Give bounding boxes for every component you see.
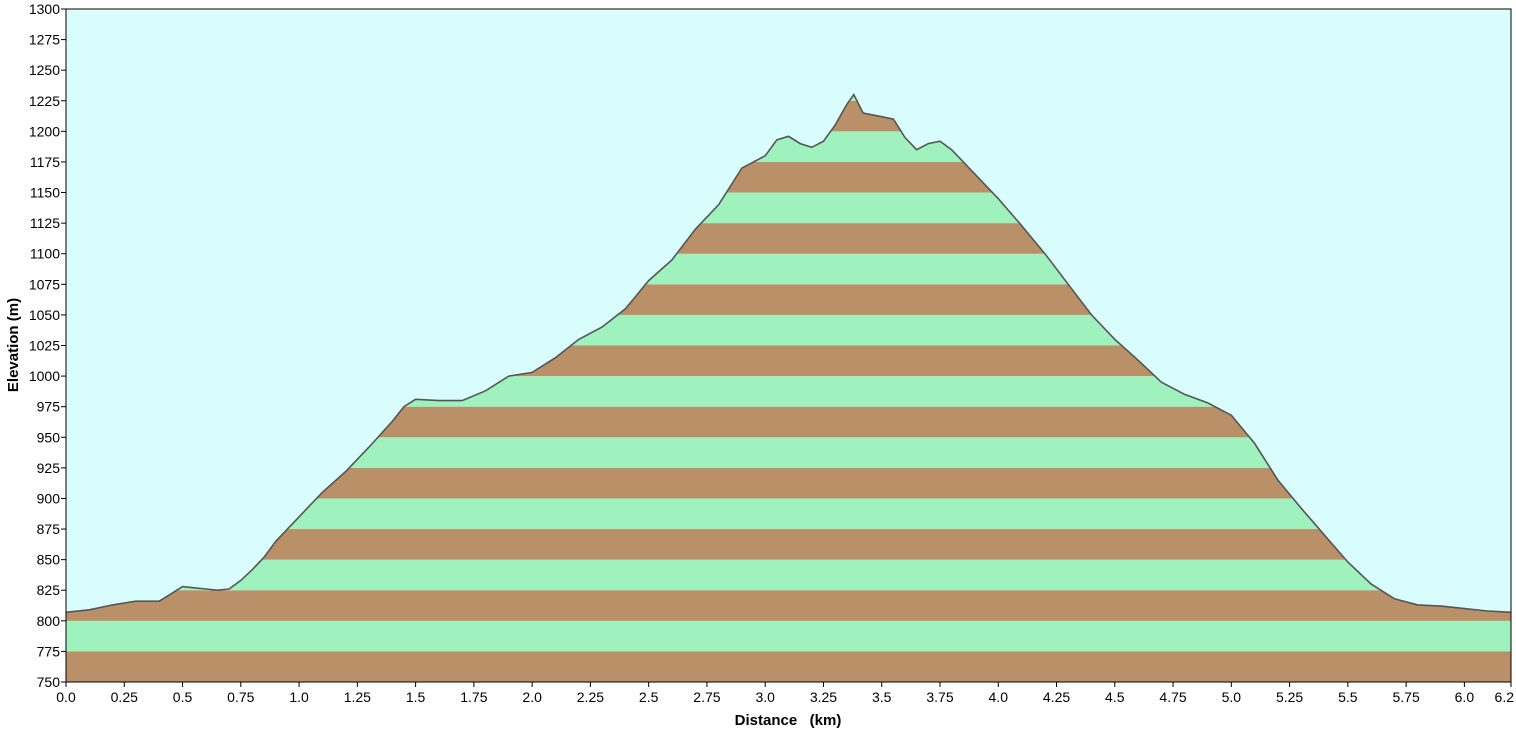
x-tick-label: 0.0 — [56, 689, 76, 705]
y-tick-label: 775 — [37, 643, 61, 659]
y-tick-label: 900 — [37, 490, 61, 506]
x-tick-label: 5.5 — [1338, 689, 1358, 705]
x-tick-label: 4.25 — [1043, 689, 1070, 705]
y-axis-title: Elevation (m) — [5, 298, 22, 392]
y-tick-label: 1075 — [29, 276, 60, 292]
x-tick-label: 4.75 — [1159, 689, 1186, 705]
elevation-band — [66, 529, 1511, 560]
x-tick-label: 1.0 — [289, 689, 309, 705]
elevation-profile-line — [65, 93, 1512, 614]
y-tick-label: 1300 — [29, 1, 60, 17]
y-tick-label: 1000 — [29, 368, 60, 384]
y-tick-label: 1025 — [29, 338, 60, 354]
x-tick-label: 5.0 — [1222, 689, 1242, 705]
x-tick-label: 5.75 — [1392, 689, 1419, 705]
x-tick-label: 2.5 — [639, 689, 659, 705]
y-tick-label: 850 — [37, 552, 61, 568]
y-tick-label: 1275 — [29, 32, 60, 48]
y-tick-label: 1175 — [30, 154, 60, 170]
elevation-band — [66, 651, 1511, 682]
x-tick-label: 0.5 — [173, 689, 193, 705]
elevation-band — [66, 559, 1511, 591]
x-tick-label: 3.5 — [872, 689, 892, 705]
x-tick-label: 4.5 — [1105, 689, 1125, 705]
x-tick-label: 6.0 — [1455, 689, 1475, 705]
x-tick-label: 4.0 — [989, 689, 1009, 705]
elevation-band — [66, 590, 1511, 621]
x-tick-label: 2.75 — [693, 689, 720, 705]
y-tick-label: 1050 — [29, 307, 60, 323]
y-tick-label: 975 — [37, 399, 61, 415]
y-tick-label: 1100 — [30, 246, 60, 262]
x-tick-label: 1.75 — [460, 689, 487, 705]
x-tick-label: 3.25 — [810, 689, 837, 705]
y-tick-label: 1200 — [29, 123, 60, 139]
y-tick-label: 1225 — [29, 93, 60, 109]
x-tick-label: 3.75 — [926, 689, 953, 705]
y-tick-label: 1125 — [30, 215, 60, 231]
x-tick-label: 2.25 — [577, 689, 604, 705]
x-tick-label: 1.5 — [406, 689, 426, 705]
x-tick-label: 3.0 — [755, 689, 775, 705]
y-tick-label: 800 — [37, 613, 61, 629]
y-tick-label: 875 — [37, 521, 61, 537]
elevation-band — [66, 620, 1511, 652]
x-tick-label: 2.0 — [522, 689, 542, 705]
x-tick-label: 1.25 — [344, 689, 371, 705]
y-tick-label: 750 — [37, 674, 61, 690]
y-tick-label: 1250 — [29, 62, 60, 78]
x-axis: 0.0 0.25 0.5 0.75 1.0 1.25 1.5 1.75 2.0 2.25 2.5 2.… — [56, 682, 1514, 705]
x-tick-label: 0.75 — [227, 689, 254, 705]
x-axis-title: Distance (km) — [735, 712, 842, 729]
y-axis: 750 775 800 825 850 875 900 925 950 975 1000 1025 10… — [29, 1, 66, 690]
y-tick-label: 925 — [37, 460, 61, 476]
y-tick-label: 825 — [37, 582, 61, 598]
x-tick-label: 6.2 — [1495, 689, 1515, 705]
y-tick-label: 1150 — [30, 185, 60, 201]
x-tick-label: 0.25 — [111, 689, 138, 705]
x-tick-label: 5.25 — [1276, 689, 1303, 705]
y-tick-label: 950 — [37, 429, 61, 445]
